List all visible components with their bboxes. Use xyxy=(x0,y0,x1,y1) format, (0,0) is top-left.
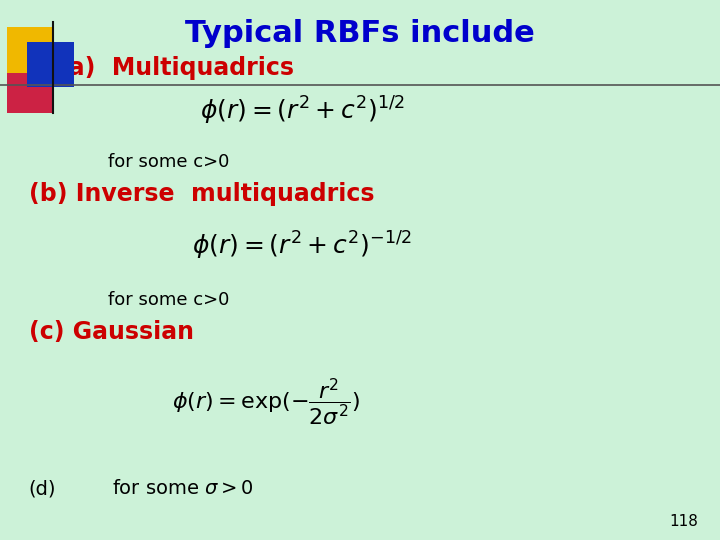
Text: (b) Inverse  multiquadrics: (b) Inverse multiquadrics xyxy=(29,183,374,206)
Text: 118: 118 xyxy=(670,514,698,529)
Bar xyxy=(27,42,74,87)
Text: (a)  Multiquadrics: (a) Multiquadrics xyxy=(58,56,294,79)
Bar xyxy=(7,27,54,73)
Text: Typical RBFs include: Typical RBFs include xyxy=(185,19,535,48)
Text: (c) Gaussian: (c) Gaussian xyxy=(29,320,194,344)
Text: $\phi(r) = (r^2 + c^2)^{-1/2}$: $\phi(r) = (r^2 + c^2)^{-1/2}$ xyxy=(192,230,413,262)
Text: for some c>0: for some c>0 xyxy=(108,153,230,171)
Text: $\phi(r) = \exp(-\dfrac{r^2}{2\sigma^2})$: $\phi(r) = \exp(-\dfrac{r^2}{2\sigma^2})… xyxy=(172,376,361,428)
Text: for some c>0: for some c>0 xyxy=(108,291,230,309)
Bar xyxy=(7,73,54,113)
Text: for some $\sigma >0$: for some $\sigma >0$ xyxy=(112,479,253,498)
Text: (d): (d) xyxy=(29,479,56,498)
Text: $\phi(r) = (r^2 + c^2)^{1/2}$: $\phi(r) = (r^2 + c^2)^{1/2}$ xyxy=(200,94,405,127)
